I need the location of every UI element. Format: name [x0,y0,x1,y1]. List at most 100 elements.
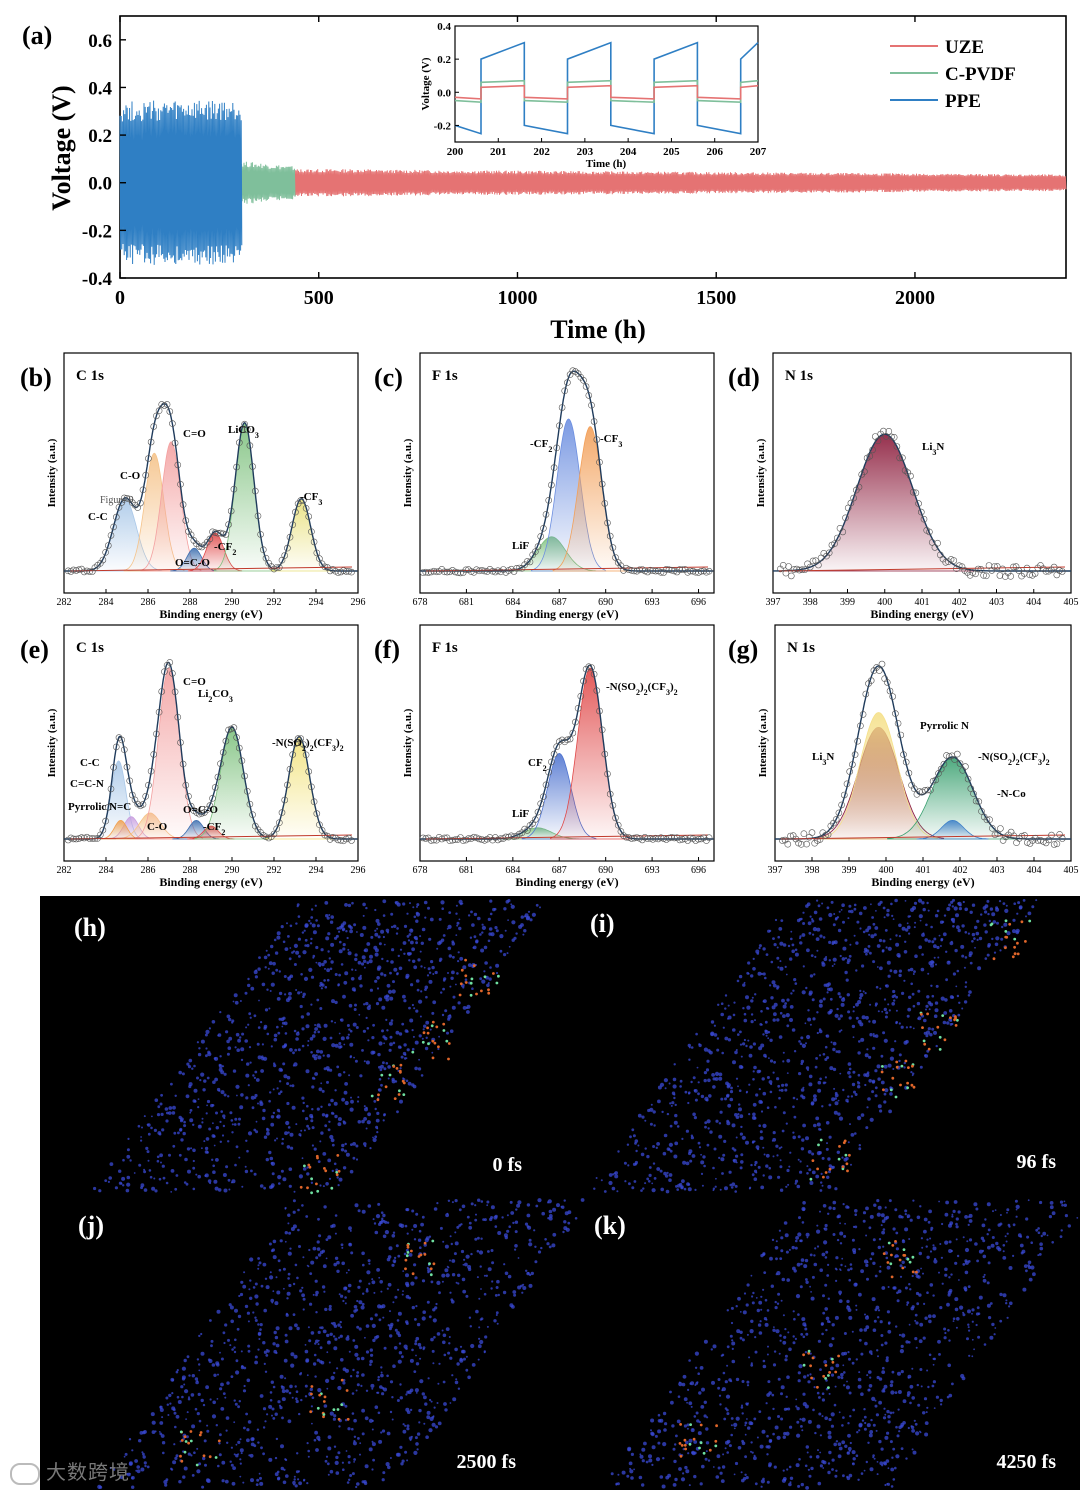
atom [713,1024,717,1027]
atom [329,1134,334,1140]
molecule-atom [433,1041,437,1045]
atom [156,1155,160,1159]
atom [488,927,493,931]
atom [986,953,990,957]
atom [745,1140,749,1145]
atom [793,1269,797,1273]
atom [282,1267,286,1271]
atom [854,1209,858,1213]
atom [365,1324,370,1328]
atom [218,1089,221,1092]
atom [831,1097,836,1102]
atom [819,1434,823,1437]
atom [837,1112,841,1116]
molecule-atom [899,1083,902,1087]
atom [718,1076,723,1081]
atom [208,1127,212,1131]
molecule-atom [941,1014,945,1017]
atom [300,991,303,994]
molecule-atom [332,1408,336,1411]
atom [916,1215,921,1220]
data-point [999,565,1006,573]
molecule-atom [405,1254,409,1258]
data-point [171,439,179,447]
atom [268,1457,273,1462]
atom [283,1044,287,1048]
atom [751,996,754,999]
molecule-atom [469,993,473,997]
data-point [927,786,934,794]
molecule-atom [306,1186,309,1190]
atom [783,1335,787,1339]
atom [403,999,407,1003]
atom [881,1370,886,1374]
atom [712,1344,717,1349]
atom [766,1453,769,1456]
inset-series-uze [454,84,759,100]
atom [344,971,349,976]
atom [959,903,962,907]
atom [511,938,515,942]
atom [311,1144,314,1147]
atom [429,917,434,922]
data-point [850,494,857,502]
atom [791,1028,796,1032]
atom [955,1217,959,1221]
peak-label: C-C [88,511,108,523]
data-point [982,572,990,580]
atom [925,1034,929,1038]
atom [1004,908,1009,914]
atom [428,971,432,974]
atom [254,1360,258,1365]
peak-label-text: C=O [183,428,206,440]
atom [731,1339,734,1342]
atom [824,1081,827,1084]
molecule-atom [431,1039,435,1043]
atom [753,1454,756,1457]
atom [402,1429,407,1434]
atom [212,1164,215,1168]
atom [289,1247,292,1250]
atom [422,1310,427,1314]
atom [466,1215,470,1219]
atom [190,1147,193,1150]
atom [649,1107,654,1112]
atom [863,1073,867,1077]
atom [240,1047,245,1052]
atom [735,1305,738,1308]
atom [389,1457,392,1459]
atom [370,1353,374,1357]
atom [824,1045,828,1049]
atom [354,1059,358,1063]
atom [220,1110,223,1113]
atom [413,1370,417,1373]
atom [841,1156,844,1159]
atom [321,1089,325,1093]
atom [458,918,461,921]
data-point [590,418,598,425]
atom [425,1020,430,1025]
peak-label: O=C-O [183,804,218,816]
atom [489,912,493,916]
atom [791,949,795,954]
atom [114,1186,118,1190]
atom [912,1004,916,1008]
data-point [854,737,862,745]
data-point [80,834,88,842]
atom [790,937,793,941]
atom [778,1096,781,1100]
atom [384,1220,388,1224]
atom [310,1260,315,1265]
atom [470,910,473,914]
atom [512,1221,515,1225]
atom [231,1348,234,1351]
atom [254,1316,257,1319]
atom [518,924,523,929]
data-point [798,566,806,574]
atom [832,1047,836,1052]
atom [198,1369,201,1372]
atom [963,966,966,969]
atom [245,1412,249,1416]
atom [447,1199,451,1203]
x-tick-label: 678 [413,597,428,608]
